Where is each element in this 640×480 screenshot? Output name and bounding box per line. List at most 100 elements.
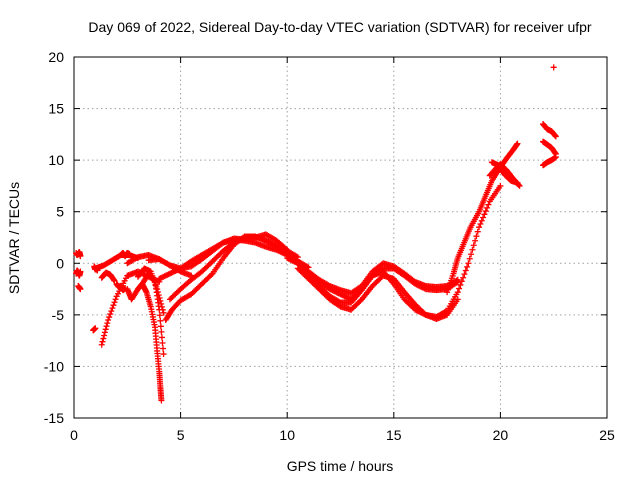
data-point [482,208,489,215]
data-point [99,338,106,345]
data-point [103,323,110,330]
data-point [111,277,118,284]
data-point [357,297,364,304]
data-point [458,278,465,285]
data-point [160,351,167,358]
series-arc-14 [139,270,167,358]
data-point [109,305,116,312]
data-point [101,332,108,339]
data-point [552,154,559,161]
series-arc-12 [124,280,165,404]
data-point [159,339,166,346]
data-point [456,285,463,292]
data-point [208,271,215,278]
data-point [108,308,115,315]
data-point [481,211,488,218]
data-point [466,255,473,262]
x-tick-label: 15 [386,427,402,443]
data-point [454,276,461,283]
data-point [77,286,84,293]
data-point [497,182,504,189]
y-tick-label: 5 [56,204,64,220]
x-tick-label: 5 [177,427,185,443]
y-axis-label: SDTVAR / TECUs [6,182,22,294]
series-arc-8 [98,269,118,284]
data-point [478,217,485,224]
data-point [484,204,491,211]
data-point [552,133,559,140]
data-point [158,328,165,335]
data-point [151,277,158,284]
data-point [442,308,449,315]
data-point [464,263,471,270]
data-point [165,261,172,268]
data-point [470,242,477,249]
y-tick-label: 20 [48,49,64,65]
data-point [106,314,113,321]
y-tick-label: 15 [48,101,64,117]
ticks: 0 5 10 15 20 25 20 15 10 5 0 -5 -10 -15 [44,49,615,443]
data-point [453,277,460,284]
data-point [325,282,332,289]
data-point [474,228,481,235]
data-point [454,289,461,296]
data-point [473,233,480,240]
data-point [104,320,111,327]
data-points [73,64,559,404]
data-point [468,251,475,258]
y-tick-label: -10 [44,358,64,374]
data-point [550,64,557,71]
series-arc-22 [305,182,504,320]
y-tick-label: 10 [48,152,64,168]
plot-frame [73,56,608,419]
x-tick-label: 0 [70,427,78,443]
y-tick-label: -15 [44,410,64,426]
chart-title: Day 069 of 2022, Sidereal Day-to-day VTE… [88,19,592,35]
data-point [472,237,479,244]
series-arc-26 [540,121,559,140]
data-point [160,345,167,352]
series-arc-10 [117,249,133,260]
data-point [126,251,133,258]
data-point [336,298,343,305]
series-arc-2 [73,267,84,279]
data-point [514,140,521,147]
x-tick-label: 25 [599,427,615,443]
series-arc-27 [540,138,559,157]
data-point [105,317,112,324]
data-point [100,335,107,342]
data-point [160,309,167,316]
series-arc-3 [75,282,84,293]
data-point [107,311,114,318]
data-point [485,201,492,208]
data-point [101,329,108,336]
series-arc-28 [540,154,559,169]
data-point [77,253,84,260]
data-point [156,312,163,319]
data-point [98,341,105,348]
data-point [157,323,164,330]
x-tick-label: 20 [493,427,509,443]
series-arc-5 [90,325,99,334]
data-point [77,268,84,275]
data-point [514,179,521,186]
data-point [158,334,165,341]
series-arc-29 [550,64,557,71]
data-point [460,274,467,281]
data-point [158,397,165,404]
series-arc-16 [156,231,291,282]
data-point [462,267,469,274]
data-point [92,325,99,332]
y-tick-label: 0 [56,255,64,271]
x-axis-label: GPS time / hours [287,458,394,474]
data-point [102,326,109,333]
data-point [480,214,487,221]
x-tick-label: 10 [279,427,295,443]
data-point [218,240,225,247]
data-point [465,260,472,267]
data-point [112,296,119,303]
grid [74,57,607,418]
data-point [469,246,476,253]
data-point [156,306,163,313]
